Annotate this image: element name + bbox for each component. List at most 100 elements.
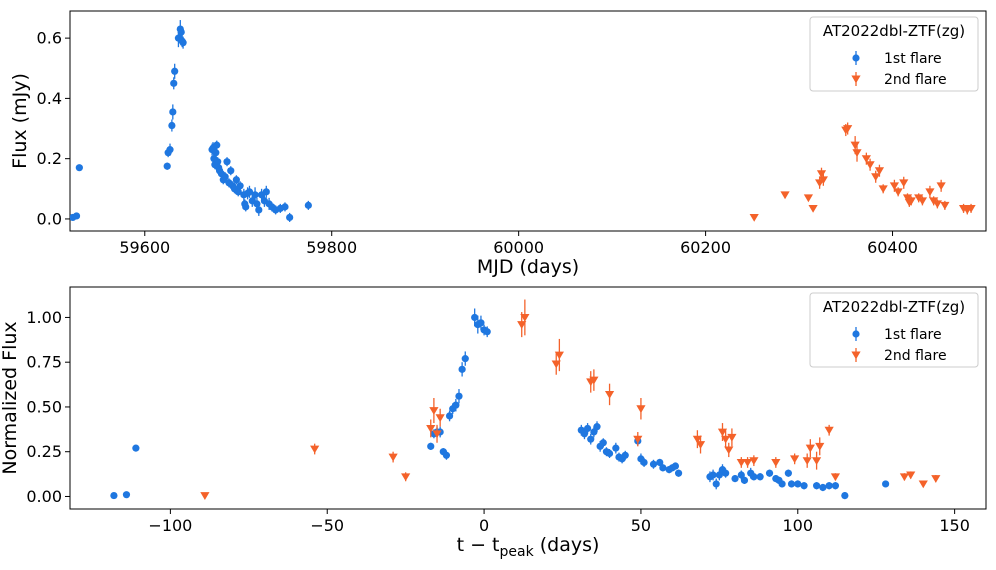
data-point-1st-flare bbox=[227, 167, 235, 175]
x-tick-label: −100 bbox=[148, 516, 192, 535]
data-point-1st-flare bbox=[458, 365, 466, 373]
y-tick-label: 0.50 bbox=[26, 397, 62, 416]
data-point-1st-flare bbox=[166, 146, 174, 154]
data-point-2nd-flare bbox=[717, 428, 728, 437]
data-point-1st-flare bbox=[841, 491, 849, 500]
legend-marker-1st-flare bbox=[852, 330, 860, 338]
data-point-2nd-flare bbox=[940, 201, 950, 210]
data-point-2nd-flare bbox=[812, 457, 822, 466]
data-point-1st-flare bbox=[674, 469, 683, 477]
data-point-2nd-flare bbox=[551, 360, 561, 369]
data-point-2nd-flare bbox=[871, 173, 881, 182]
data-point-1st-flare bbox=[715, 471, 723, 479]
data-point-2nd-flare bbox=[432, 430, 442, 439]
data-point-1st-flare bbox=[778, 480, 786, 488]
data-point-1st-flare bbox=[794, 480, 802, 488]
data-point-2nd-flare bbox=[517, 321, 527, 329]
data-point-2nd-flare bbox=[808, 204, 818, 213]
data-point-2nd-flare bbox=[749, 213, 759, 222]
data-point-1st-flare bbox=[223, 158, 231, 166]
data-point-2nd-flare bbox=[893, 188, 903, 197]
data-point-1st-flare bbox=[452, 401, 460, 409]
y-tick-label: 0.2 bbox=[37, 149, 62, 168]
data-point-1st-flare bbox=[590, 428, 598, 436]
data-point-2nd-flare bbox=[803, 194, 814, 203]
legend-marker-2nd-flare bbox=[851, 351, 861, 360]
data-point-2nd-flare bbox=[727, 433, 737, 442]
data-point-2nd-flare bbox=[861, 155, 871, 164]
data-point-2nd-flare bbox=[554, 351, 564, 360]
data-point-2nd-flare bbox=[925, 188, 935, 197]
data-points-bottom bbox=[110, 299, 941, 500]
data-point-2nd-flare bbox=[435, 414, 445, 423]
data-point-2nd-flare bbox=[917, 197, 928, 206]
data-point-1st-flare bbox=[255, 206, 263, 214]
data-point-2nd-flare bbox=[906, 471, 916, 480]
y-tick-label: 0.25 bbox=[26, 442, 62, 461]
data-point-2nd-flare bbox=[931, 475, 941, 483]
x-tick-label: 0 bbox=[479, 516, 489, 535]
x-tick-label: 60000 bbox=[493, 238, 544, 257]
data-point-1st-flare bbox=[170, 79, 178, 87]
data-point-1st-flare bbox=[232, 176, 240, 184]
data-point-1st-flare bbox=[737, 471, 745, 479]
data-point-2nd-flare bbox=[388, 453, 398, 462]
data-point-1st-flare bbox=[831, 482, 840, 490]
data-point-1st-flare bbox=[709, 471, 717, 479]
data-point-2nd-flare bbox=[878, 185, 888, 194]
y-tick-label: 0.75 bbox=[26, 353, 62, 372]
x-tick-label: 60200 bbox=[680, 238, 731, 257]
series-2nd-flare bbox=[200, 299, 941, 500]
data-point-1st-flare bbox=[242, 203, 250, 211]
data-point-2nd-flare bbox=[816, 170, 827, 179]
data-point-1st-flare bbox=[477, 319, 485, 327]
legend-marker-2nd-flare bbox=[851, 75, 861, 84]
data-point-2nd-flare bbox=[742, 459, 753, 467]
series-1st-flare bbox=[110, 308, 890, 500]
data-point-2nd-flare bbox=[724, 446, 734, 455]
series-2nd-flare bbox=[749, 122, 976, 222]
data-point-2nd-flare bbox=[818, 176, 828, 185]
data-point-2nd-flare bbox=[852, 149, 862, 158]
data-point-1st-flare bbox=[649, 460, 658, 468]
data-point-1st-flare bbox=[262, 188, 270, 196]
x-axis-label-bottom: t − tpeak (days) bbox=[457, 534, 600, 560]
data-point-1st-flare bbox=[214, 158, 222, 166]
data-point-2nd-flare bbox=[749, 457, 759, 466]
data-point-1st-flare bbox=[787, 480, 796, 488]
data-point-1st-flare bbox=[236, 182, 244, 190]
data-point-1st-flare bbox=[213, 141, 221, 149]
data-point-2nd-flare bbox=[874, 167, 885, 176]
y-tick-label: 0.00 bbox=[26, 487, 62, 506]
data-point-1st-flare bbox=[765, 469, 774, 477]
ticks-bottom: −100 −50 0 50 100 150 0.00 0.25 0.50 0.75 1.00 bbox=[26, 308, 970, 535]
legend-title: AT2022dbl-ZTF(zg) bbox=[823, 22, 965, 40]
data-point-1st-flare bbox=[281, 203, 289, 211]
data-point-2nd-flare bbox=[865, 161, 875, 170]
data-point-1st-flare bbox=[461, 355, 469, 363]
data-point-1st-flare bbox=[671, 462, 680, 470]
data-point-2nd-flare bbox=[906, 197, 916, 206]
data-point-2nd-flare bbox=[843, 125, 853, 133]
x-tick-label: 50 bbox=[631, 516, 651, 535]
legend-marker-1st-flare bbox=[852, 54, 860, 62]
data-point-2nd-flare bbox=[695, 441, 706, 449]
data-point-1st-flare bbox=[605, 449, 614, 458]
data-point-1st-flare bbox=[245, 188, 254, 196]
data-point-2nd-flare bbox=[932, 200, 942, 209]
data-points-top bbox=[70, 20, 976, 222]
x-axis-label-units: (days) bbox=[534, 534, 600, 556]
data-point-1st-flare bbox=[122, 491, 131, 499]
data-point-1st-flare bbox=[171, 67, 179, 75]
x-tick-label: 150 bbox=[939, 516, 970, 535]
legend-box bbox=[809, 292, 979, 368]
data-point-1st-flare bbox=[722, 469, 730, 477]
data-point-2nd-flare bbox=[520, 313, 530, 322]
panel-normalized: −100 −50 0 50 100 150 0.00 0.25 0.50 0.75 1.00 t −… bbox=[0, 286, 987, 560]
x-tick-label: 59600 bbox=[119, 238, 170, 257]
data-point-2nd-flare bbox=[604, 390, 615, 399]
data-point-1st-flare bbox=[750, 473, 758, 481]
data-point-1st-flare bbox=[640, 458, 648, 467]
data-point-2nd-flare bbox=[633, 435, 643, 444]
